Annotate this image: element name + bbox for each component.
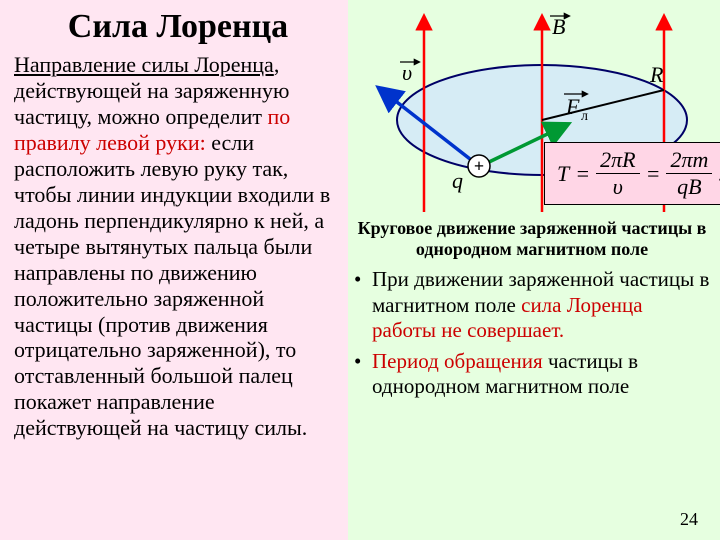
f-eq2: = <box>646 161 661 187</box>
f1d: υ <box>609 174 627 198</box>
f2n: 2πm <box>666 149 712 174</box>
bullet-1-text: При движении заряженной частицы в магнит… <box>372 267 710 343</box>
bullet-dot: • <box>354 349 372 374</box>
bullet-2-text: Период обращения частицы в однородном ма… <box>372 349 710 399</box>
label-v: υ <box>402 60 412 85</box>
slide-title: Сила Лоренца <box>14 8 342 46</box>
frac-2: 2πm qB <box>666 149 712 198</box>
diagram-caption: Круговое движение заряженной частицы в о… <box>354 218 710 259</box>
plus-sign: + <box>474 156 484 176</box>
main-paragraph: Направление силы Лоренца, действующей на… <box>14 52 342 441</box>
label-B: B <box>552 14 565 39</box>
label-FL: л <box>581 109 588 124</box>
page-number: 24 <box>680 509 698 530</box>
frac-1: 2πR υ <box>596 149 639 198</box>
label-F: F <box>565 94 580 119</box>
label-R: R <box>649 62 664 87</box>
diagram-circular-motion: + B υ F л R q T = 2πR υ = <box>364 12 704 212</box>
b2-red: Период обращения <box>372 349 543 373</box>
label-q: q <box>452 168 463 193</box>
bullet-item-1: • При движении заряженной частицы в магн… <box>354 267 710 343</box>
p1a: Направление силы Лоренца <box>14 52 274 77</box>
bullet-item-2: • Период обращения частицы в однородном … <box>354 349 710 399</box>
f-eq1: = <box>575 161 590 187</box>
bullet-list: • При движении заряженной частицы в магн… <box>354 267 710 399</box>
p1d: если расположить левую руку так, чтобы л… <box>14 130 330 440</box>
period-formula: T = 2πR υ = 2πm qB . <box>544 142 720 205</box>
bullet-dot: • <box>354 267 372 292</box>
f-T: T <box>557 161 569 187</box>
f1n: 2πR <box>596 149 639 174</box>
f2d: qB <box>673 174 705 198</box>
